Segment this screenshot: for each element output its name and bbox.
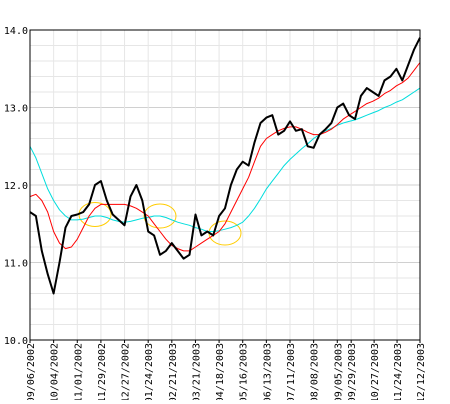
x-tick-label: 05/16/2003 [239, 343, 250, 400]
x-tick-label: 09/29/2003 [347, 343, 358, 400]
x-tick-label: 07/11/2003 [286, 343, 297, 400]
plot-frame [29, 29, 421, 341]
x-tick-label: 03/21/2003 [191, 343, 202, 400]
y-tick-label: 11.0 [4, 259, 28, 270]
x-tick-label: 01/24/2003 [144, 343, 155, 400]
highlight-ellipse [143, 203, 177, 229]
x-tick-label: 09/06/2002 [26, 343, 37, 400]
x-tick-label: 10/04/2002 [50, 343, 61, 400]
x-tick-label: 11/01/2002 [73, 343, 84, 400]
y-tick-label: 10.0 [4, 336, 28, 347]
x-tick-label: 04/18/2003 [215, 343, 226, 400]
y-tick-label: 14.0 [4, 26, 28, 37]
series-line [29, 37, 421, 295]
x-tick-label: 11/29/2002 [97, 343, 108, 400]
series-layer [29, 37, 421, 295]
x-tick-label: 10/27/2003 [370, 343, 381, 400]
x-tick-label: 09/05/2003 [333, 343, 344, 400]
x-tick-label: 06/13/2003 [262, 343, 273, 400]
series-line [29, 62, 421, 252]
y-axis-labels: 10.0 11.0 12.0 13.0 14.0 [4, 26, 28, 347]
x-tick-label: 08/08/2003 [310, 343, 321, 400]
x-axis-labels: 09/06/2002 10/04/2002 11/01/2002 11/29/2002… [26, 343, 427, 403]
x-tick-label: 02/21/2003 [168, 343, 179, 400]
x-tick-label: 12/12/2003 [416, 343, 427, 400]
y-tick-label: 12.0 [4, 181, 28, 192]
y-tick-label: 13.0 [4, 104, 28, 115]
x-tick-label: 11/24/2003 [393, 343, 404, 400]
x-tick-label: 12/27/2002 [121, 343, 132, 400]
